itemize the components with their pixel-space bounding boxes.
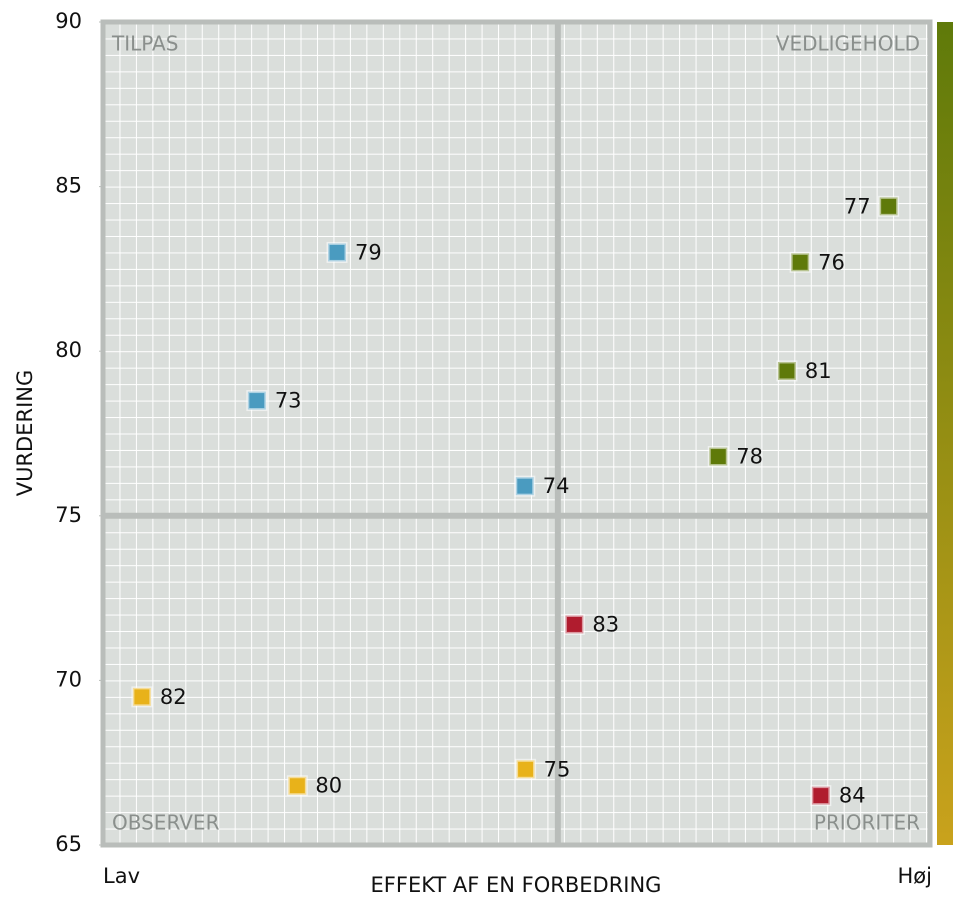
point-label: 78 [736,445,763,469]
point [789,251,811,273]
point-label: 84 [839,784,866,808]
y-axis-label: VURDERING [13,370,37,497]
y-tick-label: 65 [55,832,82,856]
point [515,758,537,780]
point [563,613,585,635]
x-high-label: Høj [898,864,932,888]
y-tick-label: 80 [55,338,82,362]
x-axis-label: EFFEKT AF EN FORBEDRING [371,873,662,897]
quadrant-label: OBSERVER [112,811,220,835]
y-tick-label: 90 [55,9,82,33]
point-label: 80 [315,774,342,798]
y-tick-label: 85 [55,174,82,198]
color-bar [937,22,953,845]
point-label: 79 [355,240,382,264]
point-label: 74 [543,474,570,498]
point-label: 83 [592,612,619,636]
point [707,446,729,468]
point-label: 81 [805,359,832,383]
point-label: 77 [844,194,871,218]
quadrant-label: PRIORITER [814,811,920,835]
point [246,390,268,412]
point-label: 73 [275,389,302,413]
point-label: 75 [544,757,571,781]
point [810,785,832,807]
y-tick-label: 75 [55,503,82,527]
point [776,360,798,382]
x-low-label: Lav [103,864,140,888]
y-tick-label: 70 [55,667,82,691]
point [326,241,348,263]
point-label: 82 [160,685,187,709]
point-label: 76 [818,250,845,274]
point [878,195,900,217]
plot-area [100,19,933,848]
point [131,686,153,708]
quadrant-label: TILPAS [111,32,178,56]
point [514,475,536,497]
point [286,775,308,797]
quadrant-label: VEDLIGEHOLD [776,32,920,56]
